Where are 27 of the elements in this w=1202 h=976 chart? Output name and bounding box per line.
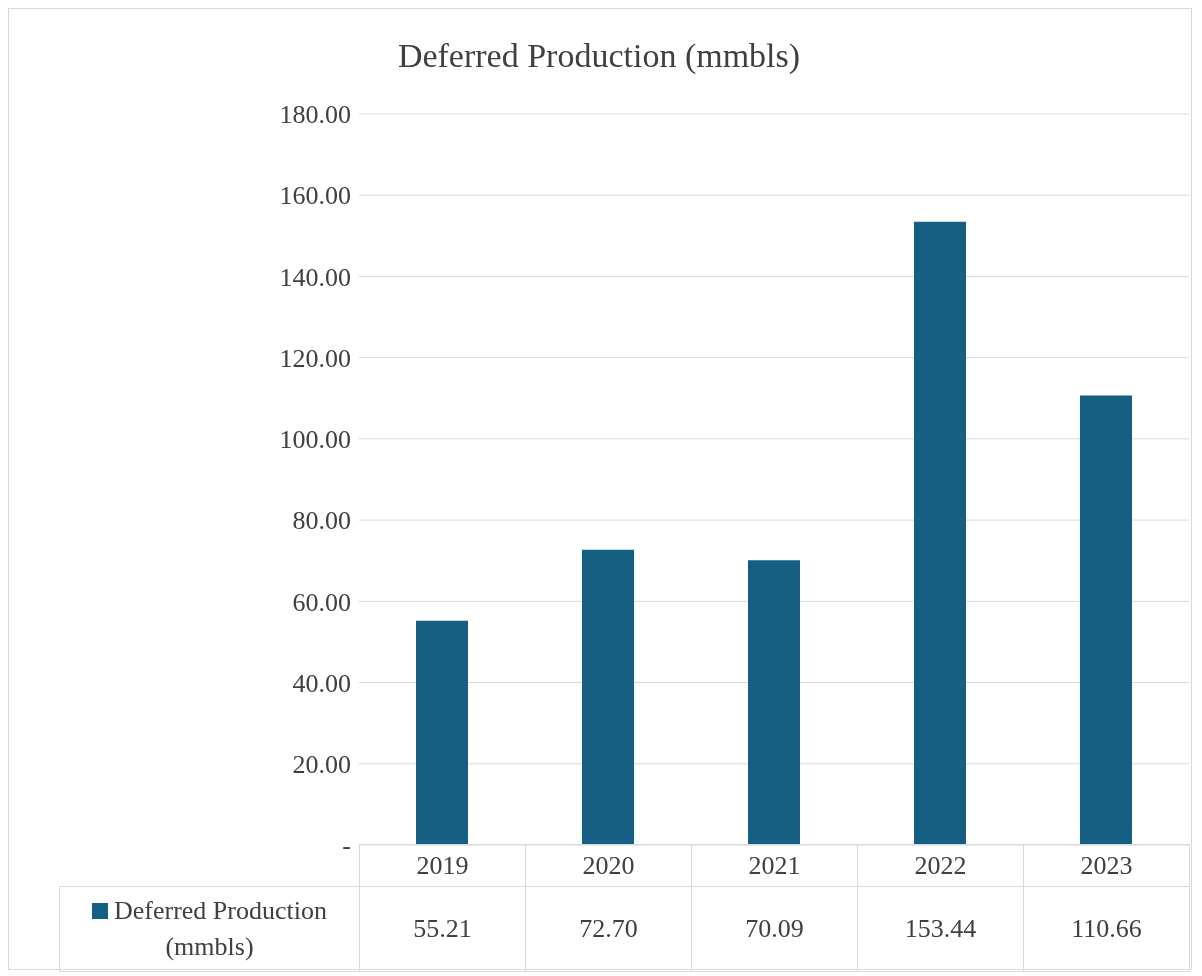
x-tick-label: 2021: [691, 844, 858, 887]
y-tick-label: 40.00: [292, 668, 351, 698]
text: 110.66: [1071, 914, 1142, 943]
bar: [748, 560, 800, 845]
y-tick-label: 100.00: [279, 425, 351, 455]
bar: [416, 620, 468, 845]
y-tick-label: 180.00: [279, 100, 351, 130]
chart-title: Deferred Production (mmbls): [396, 37, 802, 75]
bar: [914, 221, 966, 845]
y-tick-label: 140.00: [279, 262, 351, 292]
text: 153.44: [904, 914, 977, 943]
y-tick-label: 160.00: [279, 181, 351, 211]
y-tick-label: 80.00: [292, 506, 351, 536]
y-tick-label: -: [342, 831, 351, 861]
text: 72.70: [579, 914, 638, 943]
y-tick-label: 20.00: [292, 750, 351, 780]
bar: [582, 549, 634, 845]
x-tick-label: 2022: [857, 844, 1024, 887]
x-tick-label: 2023: [1023, 844, 1190, 887]
x-tick-label: 2019: [359, 844, 526, 887]
text: 70.09: [745, 914, 804, 943]
y-tick-label: 60.00: [292, 587, 351, 617]
legend-label: Deferred Production (mmbls): [114, 896, 327, 961]
text: 55.21: [413, 914, 472, 943]
bar: [1080, 395, 1132, 845]
x-tick-label: 2020: [525, 844, 692, 887]
y-tick-label: 120.00: [279, 343, 351, 373]
